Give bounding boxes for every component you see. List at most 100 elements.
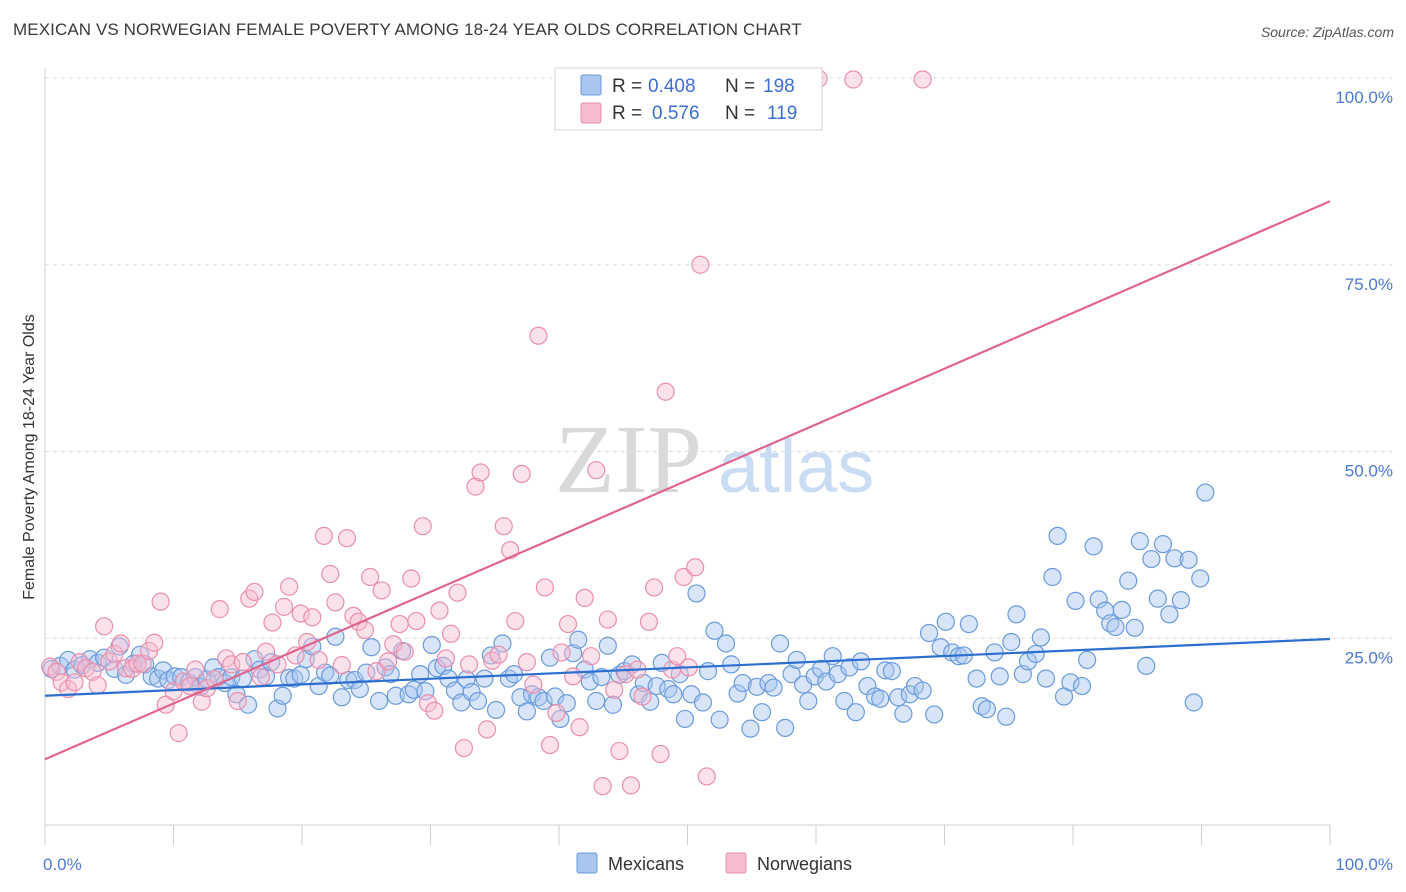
- mexicans-point-39: [291, 665, 310, 684]
- mexicans-point-61: [422, 635, 441, 655]
- mexicans-point-37: [280, 668, 299, 687]
- y-tick-label-2: 75.0%: [1345, 275, 1393, 294]
- mexicans-point-186: [1160, 605, 1179, 624]
- legend-n-label-norwegians: N =: [725, 103, 755, 124]
- mexicans-point-157: [990, 667, 1009, 686]
- mexicans-point-102: [664, 685, 683, 704]
- mexicans-point-113: [728, 684, 747, 703]
- norwegians-point-14: [123, 659, 142, 678]
- legend-r-label-norwegians: R =: [612, 103, 642, 124]
- norwegians-point-33: [233, 653, 252, 672]
- mexicans-point-107: [693, 693, 713, 712]
- norwegians-point-77: [489, 645, 508, 664]
- x-tick-label-1: 100.0%: [1335, 855, 1393, 874]
- mexicans-point-16: [154, 661, 173, 680]
- norwegians-point-96: [598, 610, 617, 629]
- mexicans-point-169: [1061, 673, 1080, 692]
- norwegians-point-12: [111, 634, 130, 653]
- mexicans-point-132: [840, 658, 859, 677]
- mexicans-point-90: [592, 667, 611, 687]
- norwegians-point-93: [582, 647, 601, 666]
- mexicans-point-51: [362, 638, 381, 657]
- norwegians-point-15: [128, 654, 147, 673]
- mexicans-point-92: [603, 695, 623, 714]
- mexicans-point-133: [846, 703, 865, 722]
- norwegians-point-80: [506, 611, 525, 631]
- norwegians-point-1: [47, 662, 66, 681]
- norwegians-point-94: [587, 461, 606, 480]
- mexicans-point-101: [659, 679, 678, 699]
- mexicans-point-187: [1165, 549, 1184, 568]
- norwegians-point-100: [621, 776, 641, 795]
- norwegians-point-45: [303, 608, 322, 627]
- axes: [44, 68, 1331, 845]
- norwegians-point-49: [326, 593, 345, 612]
- mexicans-point-30: [238, 695, 258, 714]
- norwegians-point-74: [471, 463, 490, 482]
- mexicans-point-130: [828, 665, 847, 684]
- norwegians-point-89: [558, 614, 578, 634]
- mexicans-point-111: [716, 634, 736, 653]
- legend-swatch-mexicans: [580, 74, 602, 96]
- norwegians-point-113: [697, 767, 716, 786]
- norwegians-point-54: [355, 620, 375, 640]
- norwegians-point-4: [65, 673, 84, 692]
- mexicans-point-155: [977, 700, 997, 719]
- norwegians-point-55: [361, 567, 380, 587]
- bottom-legend-swatch-norwegians: [725, 852, 747, 874]
- norwegians-point-63: [407, 611, 426, 631]
- norwegians-point-103: [639, 612, 659, 631]
- y-tick-label-0: 25.0%: [1345, 648, 1393, 667]
- y-tick-labels: 25.0% 50.0% 75.0% 100.0%: [1335, 88, 1393, 667]
- norwegians-point-84: [529, 326, 548, 345]
- norwegians-point-18: [145, 633, 164, 652]
- norwegians-point-108: [668, 647, 687, 666]
- mexicans-point-173: [1084, 537, 1103, 556]
- mexicans-trend-line: [44, 637, 1331, 697]
- mexicans-point-86: [569, 630, 588, 649]
- mexicans-point-192: [1196, 483, 1215, 502]
- legend-r-value-norwegians: 0.576: [652, 103, 700, 124]
- norwegians-point-31: [222, 655, 241, 674]
- bottom-legend-norwegians: Norwegians: [757, 854, 852, 874]
- watermark: ZIP atlas: [555, 406, 874, 514]
- mexicans-point-49: [350, 679, 369, 699]
- mexicans-point-137: [871, 689, 890, 708]
- mexicans-point-91: [598, 636, 617, 655]
- norwegians-point-57: [372, 581, 391, 600]
- mexicans-point-117: [752, 703, 772, 722]
- mexicans-point-183: [1142, 549, 1161, 569]
- norwegians-point-82: [517, 653, 536, 672]
- norwegians-point-79: [501, 541, 520, 560]
- y-axis-label: Female Poverty Among 18-24 Year Olds: [21, 314, 38, 600]
- mexicans-point-120: [770, 634, 790, 653]
- norwegians-point-47: [314, 526, 333, 546]
- norwegians-point-106: [656, 382, 675, 401]
- x-tick-label-0: 0.0%: [43, 855, 82, 874]
- norwegians-point-72: [459, 655, 479, 674]
- mexicans-point-184: [1148, 589, 1167, 608]
- norwegians-point-46: [309, 650, 328, 670]
- y-tick-label-3: 100.0%: [1335, 88, 1393, 107]
- norwegians-point-66: [425, 701, 444, 720]
- mexicans-point-134: [851, 652, 871, 671]
- mexicans-point-115: [741, 719, 760, 738]
- mexicans-point-153: [967, 669, 986, 688]
- mexicans-point-170: [1066, 591, 1085, 611]
- mexicans-point-123: [787, 650, 806, 670]
- norwegians-point-37: [256, 642, 276, 661]
- mexicans-point-52: [370, 691, 389, 711]
- bottom-legend-swatch-mexicans: [576, 852, 598, 874]
- mexicans-point-145: [919, 623, 939, 643]
- mexicans-point-109: [705, 621, 724, 640]
- bottom-legend: Mexicans Norwegians: [576, 852, 852, 874]
- norwegians-point-58: [378, 652, 398, 671]
- mexicans-point-177: [1106, 617, 1125, 637]
- mexicans-point-152: [959, 614, 979, 634]
- norwegians-point-83: [524, 675, 543, 694]
- mexicans-point-104: [675, 709, 695, 729]
- mexicans-point-163: [1026, 644, 1045, 664]
- mexicans-point-121: [776, 718, 795, 737]
- source-credit: Source: ZipAtlas.com: [1260, 24, 1394, 40]
